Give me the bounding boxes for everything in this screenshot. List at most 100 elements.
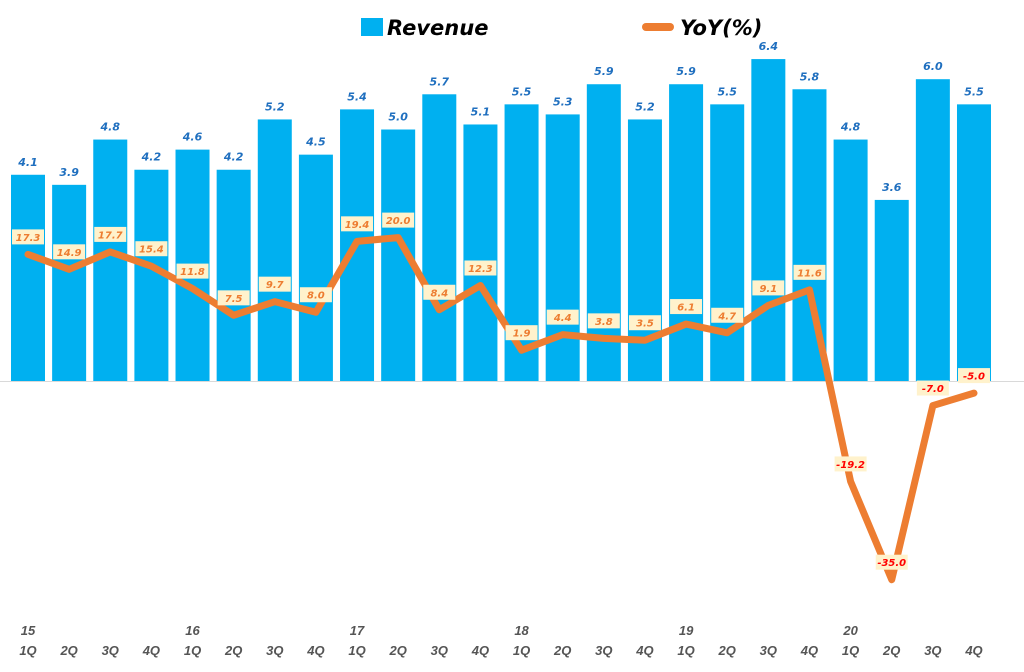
yoy-value-label: 3.5 (636, 319, 654, 330)
yoy-value-label: -5.0 (963, 372, 985, 383)
yoy-label-box (94, 226, 127, 242)
x-tick-quarter: 4Q (306, 643, 324, 658)
x-tick-quarter: 4Q (964, 643, 982, 658)
x-tick-quarter: 3Q (595, 643, 612, 658)
yoy-value-label: 14.9 (57, 248, 82, 259)
yoy-label-box (834, 456, 867, 472)
yoy-value-label: 12.3 (468, 264, 493, 275)
yoy-label-box (628, 315, 661, 331)
yoy-value-label: 17.7 (98, 230, 123, 241)
yoy-label-box (793, 264, 826, 280)
revenue-value-label: 5.7 (430, 75, 450, 88)
yoy-value-label: 6.1 (677, 303, 695, 314)
x-tick-quarter: 3Q (431, 643, 448, 658)
yoy-value-label: -7.0 (922, 384, 944, 395)
x-tick-quarter: 4Q (471, 643, 489, 658)
revenue-bar (586, 84, 621, 381)
revenue-value-label: 5.5 (964, 85, 984, 98)
revenue-bar (751, 59, 786, 382)
x-tick-year: 16 (185, 623, 200, 638)
revenue-value-label: 5.4 (347, 90, 367, 103)
yoy-value-label: 1.9 (513, 329, 531, 340)
revenue-value-label: 4.6 (182, 131, 203, 144)
yoy-value-label: 4.4 (553, 313, 572, 324)
revenue-value-label: 5.3 (553, 95, 573, 108)
x-tick-quarter: 2Q (388, 643, 406, 658)
x-tick-quarter: 4Q (800, 643, 818, 658)
yoy-label-box (916, 380, 949, 396)
x-axis-ticks: 1Q 15 2Q 3Q 4Q 1Q 16 2Q 3Q 4Q 1Q 17 2Q 3Q 4Q 1Q 18 2Q 3Q 4Q… (19, 623, 982, 658)
revenue-bar (463, 124, 498, 381)
revenue-bar (216, 169, 251, 381)
x-tick-quarter: 3Q (266, 643, 283, 658)
yoy-line (24, 234, 978, 584)
revenue-bar (915, 79, 950, 381)
revenue-value-label: 5.9 (594, 65, 614, 78)
yoy-label-box (217, 290, 250, 306)
revenue-value-label: 6.0 (923, 60, 943, 73)
x-tick-quarter: 3Q (924, 643, 941, 658)
yoy-value-label: 8.0 (307, 291, 325, 302)
yoy-label-box (957, 368, 990, 384)
revenue-value-label: 4.5 (305, 136, 326, 149)
revenue-labels: 4.1 3.9 4.8 4.2 4.6 4.2 5.2 4.5 5.4 5.0 5.7 5.1 5.5 5… (17, 40, 984, 194)
yoy-value-label: 11.8 (180, 267, 205, 278)
yoy-value-label: 15.4 (139, 245, 164, 256)
yoy-value-label: 17.3 (16, 233, 41, 244)
x-tick-quarter: 1Q (184, 643, 201, 658)
revenue-bar (52, 184, 87, 381)
revenue-value-label: 5.5 (512, 85, 532, 98)
revenue-bar (874, 199, 909, 381)
revenue-bar (833, 139, 868, 381)
legend-yoy-label: YoY(%) (680, 16, 762, 40)
revenue-value-label: 5.8 (800, 70, 820, 83)
yoy-label-box (176, 263, 209, 279)
yoy-label-box (258, 276, 291, 292)
legend-revenue-swatch (361, 18, 383, 36)
x-tick-quarter: 4Q (142, 643, 160, 658)
x-tick-year: 19 (679, 623, 694, 638)
revenue-bar (257, 119, 292, 381)
yoy-value-label: 8.4 (430, 288, 448, 299)
revenue-bar (11, 174, 45, 381)
yoy-label-box (382, 212, 415, 228)
revenue-value-label: 6.4 (759, 40, 779, 53)
yoy-value-label: 4.7 (717, 311, 736, 322)
x-tick-quarter: 2Q (224, 643, 242, 658)
revenue-bar (710, 104, 745, 381)
yoy-label-box (135, 241, 168, 257)
yoy-value-label: 7.5 (225, 294, 243, 305)
revenue-bar (422, 94, 457, 381)
yoy-label-box (875, 554, 908, 570)
yoy-label-box (464, 260, 497, 276)
revenue-value-label: 3.9 (59, 166, 79, 179)
yoy-label-box (752, 280, 785, 296)
yoy-label-box (423, 284, 456, 300)
yoy-value-label: -19.2 (836, 460, 865, 471)
legend: Revenue YoY(%) (361, 16, 762, 40)
yoy-label-box (12, 229, 44, 245)
revenue-value-label: 5.9 (676, 65, 696, 78)
yoy-value-label: -35.0 (877, 558, 906, 569)
yoy-value-label: 9.7 (266, 280, 284, 291)
yoy-label-box (505, 325, 538, 341)
revenue-value-label: 5.2 (635, 100, 655, 113)
revenue-bar (298, 154, 333, 381)
yoy-value-label: 19.4 (345, 220, 370, 231)
x-tick-quarter: 1Q (19, 643, 36, 658)
x-tick-quarter: 1Q (842, 643, 859, 658)
revenue-value-label: 5.2 (265, 100, 285, 113)
x-tick-quarter: 1Q (348, 643, 365, 658)
yoy-value-label: 20.0 (386, 216, 411, 227)
revenue-bars (11, 59, 991, 382)
revenue-bar (669, 84, 704, 381)
legend-revenue-label: Revenue (387, 16, 488, 40)
yoy-value-label: 3.8 (595, 317, 613, 328)
yoy-label-box (53, 244, 86, 260)
x-tick-quarter: 4Q (635, 643, 653, 658)
x-tick-year: 17 (350, 623, 365, 638)
x-tick-quarter: 2Q (718, 643, 736, 658)
x-tick-quarter: 2Q (553, 643, 571, 658)
x-tick-year: 15 (21, 623, 36, 638)
